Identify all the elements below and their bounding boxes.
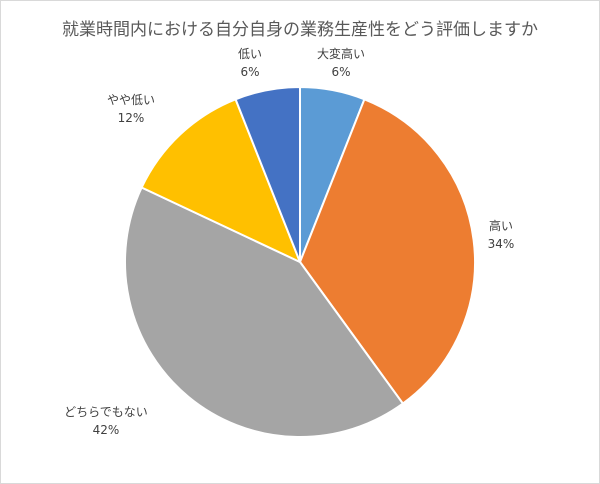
- slice-percent-label: 6%: [331, 65, 351, 79]
- slice-category-label: どちらでもない: [64, 405, 148, 419]
- chart-title: 就業時間内における自分自身の業務生産性をどう評価しますか: [62, 20, 538, 40]
- slice-category-label: 低い: [237, 47, 263, 61]
- slice-percent-label: 12%: [117, 111, 145, 125]
- slice-category-label: 高い: [488, 219, 514, 233]
- pie-slice-2: [298, 97, 476, 405]
- slice-category-label: 大変高い: [316, 47, 366, 61]
- data-label: 大変高い 6%: [317, 45, 365, 81]
- pie-slice-3: [124, 186, 405, 438]
- data-label: やや低い 12%: [107, 91, 155, 127]
- pie-slice-5: [234, 85, 301, 263]
- slice-category-label: やや低い: [106, 93, 156, 107]
- slice-percent-label: 34%: [487, 237, 515, 251]
- slice-percent-label: 6%: [240, 65, 260, 79]
- slice-percent-label: 42%: [92, 423, 120, 437]
- data-label: どちらでもない 42%: [64, 403, 148, 439]
- data-label: 高い 34%: [488, 217, 515, 253]
- pie-slice-4: [140, 97, 302, 264]
- data-label: 低い 6%: [238, 45, 262, 81]
